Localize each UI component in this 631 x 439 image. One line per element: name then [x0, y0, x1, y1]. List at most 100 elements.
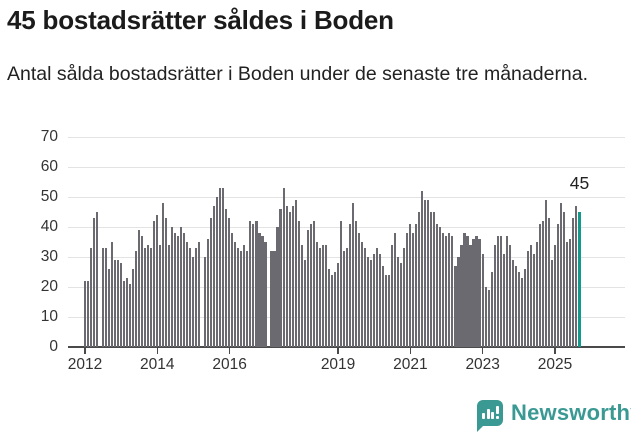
bar [348, 224, 351, 347]
bar [556, 224, 560, 347]
bar [222, 188, 225, 347]
bar [113, 260, 116, 347]
bar [110, 242, 113, 347]
bar [170, 227, 174, 347]
bar [122, 281, 125, 347]
bar [231, 233, 234, 347]
bar [460, 245, 463, 347]
x-axis-tick-label: 2012 [67, 356, 103, 373]
bar [517, 272, 520, 347]
bar [360, 242, 364, 347]
bar [375, 248, 379, 347]
y-axis-label: 20 [40, 278, 58, 295]
bar [574, 206, 578, 347]
bar [448, 233, 451, 347]
bar [511, 260, 514, 347]
bar [252, 224, 255, 347]
bar [300, 245, 303, 347]
bar [490, 272, 493, 347]
bar [351, 203, 354, 347]
bar [466, 236, 469, 347]
x-axis-tick [337, 348, 339, 355]
bar [213, 206, 216, 347]
bar [288, 212, 291, 347]
latest-value-label: 45 [569, 173, 590, 193]
bar [294, 200, 297, 347]
bar [161, 203, 165, 347]
bar [152, 221, 155, 347]
bar [276, 227, 279, 347]
bar [430, 212, 433, 347]
bar [155, 215, 158, 347]
bar [330, 275, 333, 347]
logo-exclamation-dot-icon [495, 416, 499, 419]
x-axis-tick [156, 348, 159, 355]
bar [484, 287, 487, 347]
bar [95, 212, 98, 347]
bar [149, 248, 152, 347]
bar [487, 290, 490, 347]
bar [228, 218, 231, 347]
bar [86, 281, 89, 347]
bar [568, 239, 572, 347]
bar [237, 248, 240, 347]
bar [469, 245, 472, 347]
bar [140, 236, 143, 347]
bar [493, 245, 496, 347]
x-axis-tick [409, 348, 412, 355]
bar [526, 251, 529, 347]
bar [565, 242, 569, 347]
bar [508, 245, 511, 347]
bar [179, 227, 183, 347]
newsworthy-icon [477, 400, 503, 432]
bar [104, 248, 107, 347]
bar [463, 233, 466, 347]
bar [207, 239, 210, 347]
bar [273, 251, 276, 347]
bar [176, 236, 180, 347]
bar [143, 248, 146, 347]
x-axis-line [68, 346, 625, 349]
bar [385, 275, 388, 347]
bar [306, 230, 309, 347]
bar [315, 242, 318, 347]
bar [285, 206, 288, 347]
bar [391, 245, 394, 347]
bar [538, 224, 541, 347]
bar [303, 260, 306, 347]
x-axis-tick-label: 2025 [537, 356, 573, 373]
bar [219, 188, 222, 347]
bar [394, 233, 397, 347]
y-axis-label: 40 [40, 218, 58, 235]
logo-exclamation-icon [495, 406, 499, 414]
bar [427, 200, 430, 347]
bar [382, 266, 385, 347]
y-axis-label: 10 [40, 308, 58, 325]
bar [134, 251, 137, 347]
page-title: 45 bostadsrätter såldes i Boden [7, 5, 394, 35]
bar [436, 224, 439, 347]
highlight-bar [577, 212, 581, 347]
logo-mini-bar-icon [486, 409, 490, 419]
bar [240, 251, 243, 347]
bar [550, 260, 553, 347]
bar [282, 188, 285, 347]
bar [451, 236, 454, 347]
bar [481, 254, 484, 347]
bar [378, 254, 382, 347]
newsworthy-logo: Newsworthy [477, 400, 631, 432]
bar [499, 236, 502, 347]
bar [173, 233, 177, 347]
bar [101, 248, 104, 347]
bar [204, 257, 207, 347]
gridline [68, 137, 625, 138]
bar [475, 236, 478, 347]
y-axis-label: 60 [40, 158, 58, 175]
bar [372, 254, 376, 347]
bar [116, 260, 119, 347]
logo-mini-bar-icon [482, 413, 485, 419]
bar [137, 230, 140, 347]
bar [158, 245, 162, 347]
bar [297, 221, 300, 347]
bar [167, 245, 171, 347]
